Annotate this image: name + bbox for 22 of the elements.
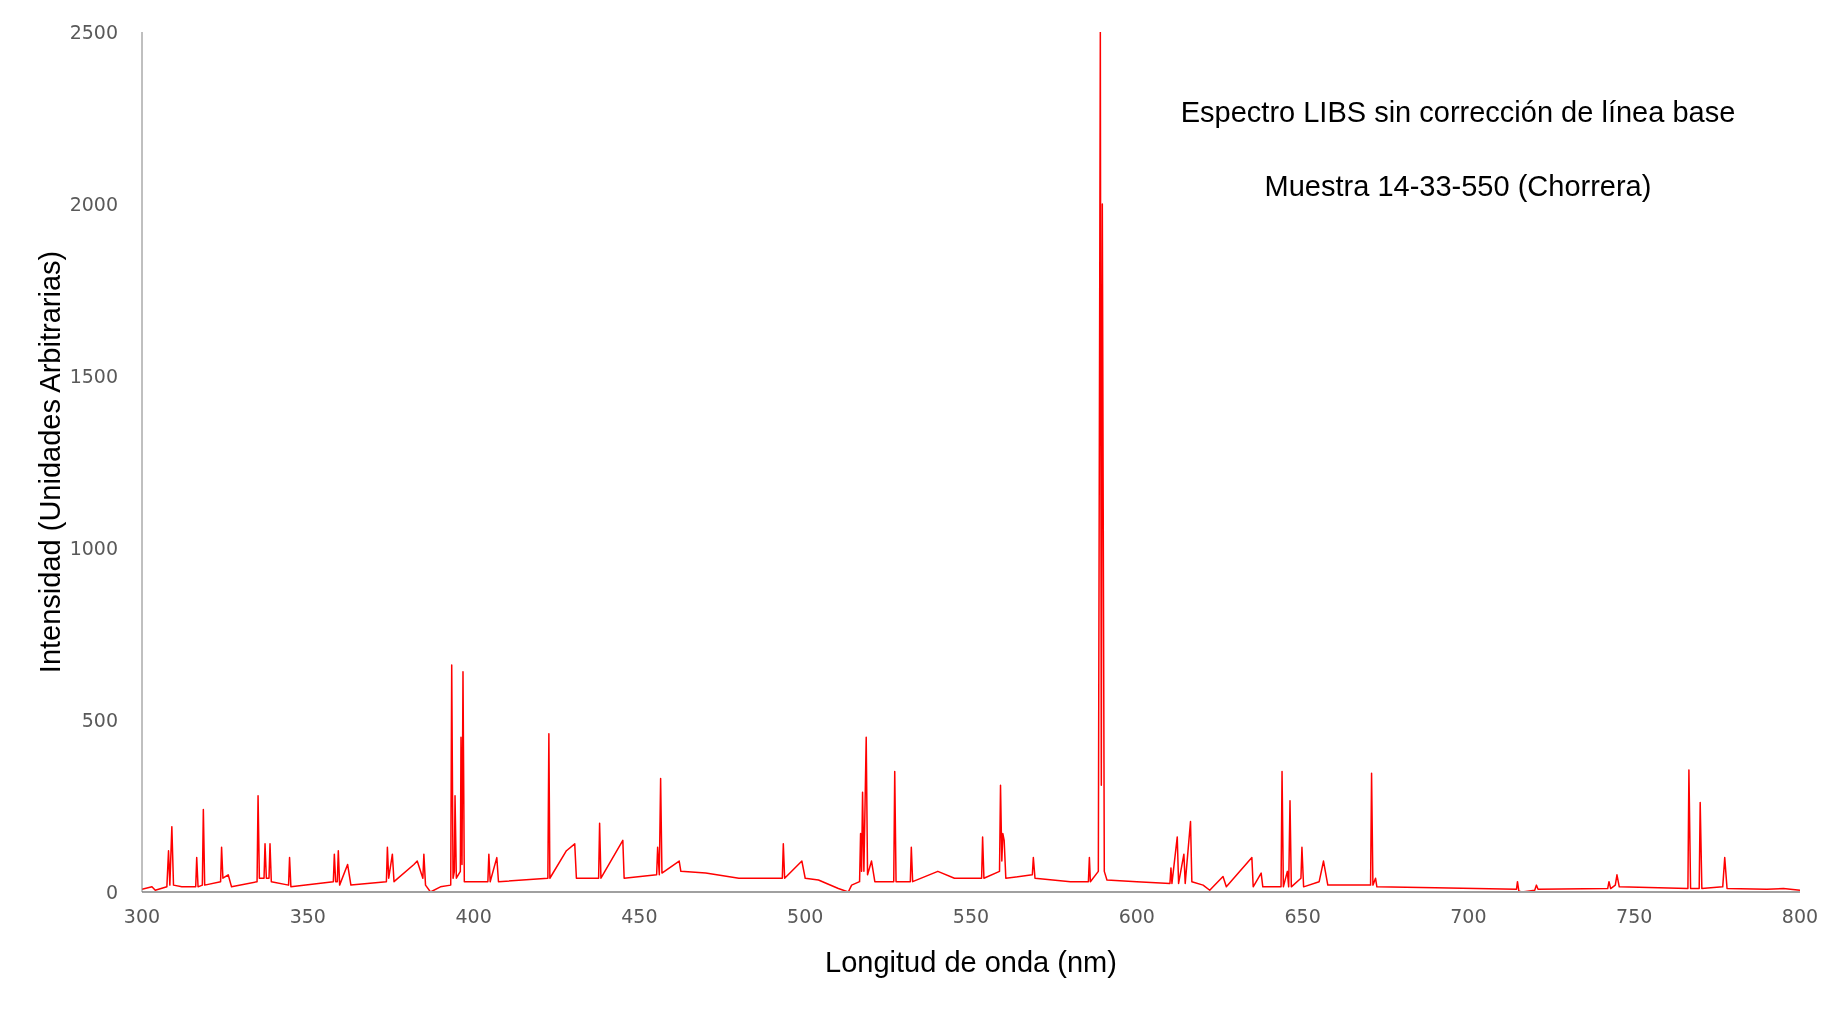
y-axis-title: Intensidad (Unidades Arbitrarias) [34, 250, 67, 674]
x-tick-label: 600 [1118, 905, 1155, 928]
y-tick-label: 1500 [69, 364, 118, 387]
x-tick-label: 300 [123, 905, 161, 928]
x-tick-label: 650 [1284, 905, 1321, 928]
x-tick-label: 500 [787, 905, 824, 928]
x-tick-label: 700 [1450, 905, 1487, 928]
y-tick-label: 1000 [69, 536, 118, 559]
line-series [142, 32, 1800, 892]
x-tick-label: 350 [289, 905, 326, 928]
y-tick-label: 500 [81, 708, 118, 731]
x-tick-label: 750 [1616, 905, 1653, 928]
text: Muestra 14-33-550 (Chorrera) [1263, 170, 1653, 203]
x-tick-label: 400 [455, 905, 492, 928]
x-tick-label: 550 [952, 905, 990, 928]
y-tick-label: 2000 [69, 192, 118, 215]
text: Espectro LIBS sin corrección de línea base [1179, 96, 1737, 129]
x-tick-label: 800 [1781, 905, 1819, 928]
y-tick-label: 0 [105, 880, 118, 903]
y-tick-label: 2500 [69, 20, 118, 43]
x-axis-title: Longitud de onda (nm) [825, 946, 1117, 978]
x-tick-label: 450 [621, 905, 658, 928]
